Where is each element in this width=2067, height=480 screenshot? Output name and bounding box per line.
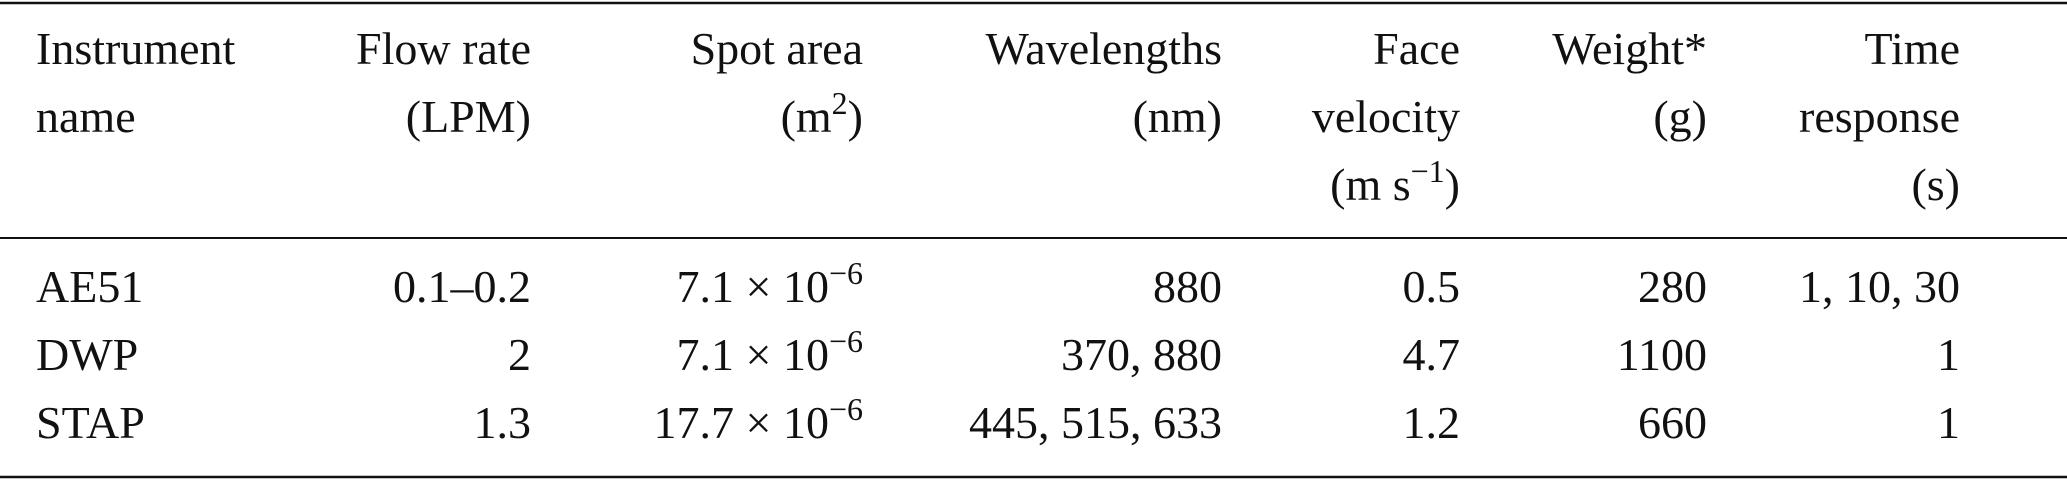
body-cell: 445, 515, 633 [969,397,1222,448]
header-cell-sup: 2 [832,85,848,121]
header-cell: response [1799,91,1960,142]
body-cell-base: 17.7 × 10 [654,397,829,448]
body-cell: 0.5 [1403,261,1461,312]
body-cell: 880 [1153,261,1222,312]
body-cell: 370, 880 [1061,329,1222,380]
header-cell: name [36,91,136,142]
header-cell-after: ) [848,91,863,142]
header-cell: Instrument [36,23,236,74]
body-cell: 1, 10, 30 [1799,261,1960,312]
body-cell: DWP [36,329,138,380]
body-cell: AE51 [36,261,143,312]
body-cell-base: 7.1 × 10 [677,329,829,380]
header-cell: Spot area [691,23,863,74]
body-cell-sup: −6 [829,255,863,291]
header-cell: (g) [1653,91,1707,142]
body-cell: 280 [1638,261,1707,312]
body-cell: 1.3 [474,397,532,448]
header-cell: (LPM) [406,91,531,142]
body-cell: 2 [508,329,531,380]
header-cell: Flow rate [356,23,531,74]
body-cell-base: 7.1 × 10 [677,261,829,312]
header-cell-sup: −1 [1411,153,1445,189]
body-cell-sup: −6 [829,323,863,359]
body-cell-sup: −6 [829,391,863,427]
body-cell: 7.1 × 10−6 [677,323,864,380]
header-cell: Wavelengths [986,23,1222,74]
body-cell: 1 [1937,397,1960,448]
header-cell-base: (m s [1330,159,1411,210]
header-cell: velocity [1312,91,1460,142]
body-cell: 7.1 × 10−6 [677,255,864,312]
header-cell-after: ) [1445,159,1460,210]
header-cell: (s) [1911,159,1960,210]
body-cell: 1.2 [1403,397,1461,448]
body-cell: STAP [36,397,145,448]
body-cell: 17.7 × 10−6 [654,391,864,448]
body-cell: 660 [1638,397,1707,448]
header-cell: Weight* [1552,23,1707,74]
header-cell: (m s−1) [1330,153,1460,210]
body-cell: 4.7 [1403,329,1461,380]
header-cell: (nm) [1133,91,1222,142]
header-cell: Face [1373,23,1460,74]
header-cell: (m2) [781,85,863,142]
body-cell: 1100 [1617,329,1707,380]
body-cell: 1 [1937,329,1960,380]
body-cell: 0.1–0.2 [393,261,531,312]
header-cell-base: (m [781,91,832,142]
header-cell: Time [1865,23,1960,74]
